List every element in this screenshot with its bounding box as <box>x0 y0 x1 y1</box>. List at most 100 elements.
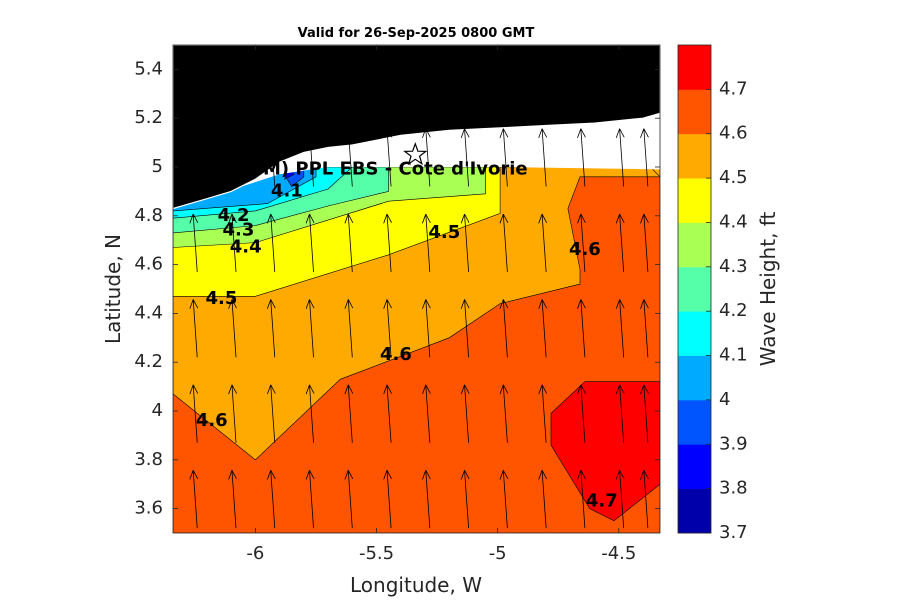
colorbar-tick-label: 4.2 <box>719 300 748 321</box>
colorbar-tick-label: 3.8 <box>719 478 748 499</box>
x-tick-label: -4.5 <box>601 543 636 564</box>
colorbar-swatch <box>678 399 711 445</box>
wave-arrow <box>305 128 315 187</box>
wave-arrow <box>538 299 548 358</box>
wave-arrow <box>344 384 354 443</box>
contour-label: 4.2 <box>218 205 250 226</box>
land-layer <box>173 45 660 210</box>
colorbar-tick-label: 4.3 <box>719 256 748 277</box>
contour-label: 4.6 <box>569 239 601 260</box>
y-tick-label: 4.4 <box>134 302 163 323</box>
wave-arrow <box>228 299 237 358</box>
wave-arrow <box>383 384 392 443</box>
wave-arrow <box>577 470 586 529</box>
colorbar-swatch <box>678 45 711 90</box>
x-tick-label: -5 <box>489 543 507 564</box>
y-tick-label: 4.2 <box>134 351 163 372</box>
colorbar-swatch <box>678 133 711 179</box>
y-tick-label: 4.6 <box>134 254 163 275</box>
wave-arrow <box>640 213 649 272</box>
wave-arrow <box>305 213 315 272</box>
contour-label: 4.5 <box>428 222 460 243</box>
wave-arrow <box>305 384 315 443</box>
wave-arrow <box>640 470 649 529</box>
wave-direction-arrows <box>189 128 649 529</box>
wave-arrow <box>577 384 586 443</box>
station-label: (ONHYM) PPL EBS - Cote d'Ivorie <box>196 158 527 179</box>
colorbar-tick-label: 4.1 <box>719 345 748 366</box>
wave-arrow <box>189 128 199 187</box>
y-axis-label: Latitude, N <box>101 234 125 344</box>
wave-arrow <box>615 470 625 529</box>
wave-arrow <box>538 384 548 443</box>
wave-arrow <box>422 470 431 529</box>
colorbar-swatch <box>678 266 711 312</box>
wave-arrow <box>422 299 431 358</box>
y-tick-label: 4 <box>152 400 163 421</box>
station-marker-layer: (ONHYM) PPL EBS - Cote d'Ivorie <box>196 142 528 179</box>
wave-arrow <box>344 213 354 272</box>
wave-arrow <box>189 213 199 272</box>
wave-arrow <box>460 384 470 443</box>
wave-arrow <box>460 470 470 529</box>
wave-arrow <box>383 470 392 529</box>
y-tick-label: 5.2 <box>134 107 163 128</box>
wave-arrow <box>615 299 625 358</box>
wave-arrow <box>499 470 509 529</box>
wave-arrow <box>344 128 354 187</box>
colorbar: 3.7 3.8 3.9 4 4.1 4.2 4.3 4.4 4.5 4.6 4.7 <box>677 44 748 543</box>
contour-label: 4.1 <box>271 180 303 201</box>
wave-arrow <box>538 128 548 187</box>
x-tick-label: -6 <box>246 543 264 564</box>
x-axis-label: Longitude, W <box>350 573 482 597</box>
wave-arrow <box>189 470 199 529</box>
wave-arrow <box>577 213 586 272</box>
wave-arrow <box>422 213 431 272</box>
colorbar-tick-label: 3.9 <box>719 433 748 454</box>
wave-arrow <box>499 384 509 443</box>
colorbar-swatch <box>678 89 711 135</box>
wave-arrow <box>266 470 276 529</box>
wave-arrow <box>615 213 625 272</box>
wave-arrow <box>383 128 392 187</box>
wave-arrow <box>228 384 237 443</box>
plot-area: 4.1 4.24.34.4 4.5 4.5 4.6 4.6 4.6 4.7 (ONHYM) P… <box>173 45 660 533</box>
contour-label: 4.7 <box>586 490 618 511</box>
colorbar-swatch <box>678 488 711 534</box>
y-tick-label: 4.8 <box>134 205 163 226</box>
colorbar-tick-label: 4.5 <box>719 167 748 188</box>
wave-arrow <box>228 470 237 529</box>
wave-arrow <box>228 213 237 272</box>
wave-arrow <box>640 128 649 187</box>
contour-labels: 4.1 4.24.34.4 4.5 4.5 4.6 4.6 4.6 4.7 <box>196 180 618 511</box>
wave-arrow <box>499 213 509 272</box>
colorbar-tick-label: 4.7 <box>719 78 748 99</box>
wave-arrow <box>266 128 276 187</box>
wave-arrow <box>640 384 649 443</box>
colorbar-swatch <box>678 444 711 490</box>
land-mass <box>173 45 660 210</box>
wave-arrow <box>577 299 586 358</box>
colorbar-tick-label: 3.7 <box>719 522 748 543</box>
x-axis-ticks: -6 -5.5 -5 -4.5 <box>246 45 636 564</box>
colorbar-swatch <box>678 222 711 268</box>
x-tick-label: -5.5 <box>359 543 394 564</box>
wave-arrow <box>538 213 548 272</box>
coastal-strip <box>173 113 660 209</box>
contour-label: 4.4 <box>230 237 262 258</box>
wave-arrow <box>499 128 509 187</box>
wave-arrow <box>640 299 649 358</box>
colorbar-swatch <box>678 178 711 223</box>
colorbar-tick-label: 4.4 <box>719 211 748 232</box>
wave-arrow <box>422 128 431 187</box>
wave-arrow <box>344 470 354 529</box>
y-tick-label: 5 <box>152 156 163 177</box>
colorbar-tick-label: 4 <box>719 389 730 410</box>
contour-label: 4.6 <box>380 344 412 365</box>
wave-arrow <box>344 299 354 358</box>
wave-arrow <box>266 213 276 272</box>
colorbar-swatch <box>678 355 711 401</box>
wave-arrow <box>615 128 625 187</box>
chart-title: Valid for 26-Sep-2025 0800 GMT <box>298 26 535 41</box>
